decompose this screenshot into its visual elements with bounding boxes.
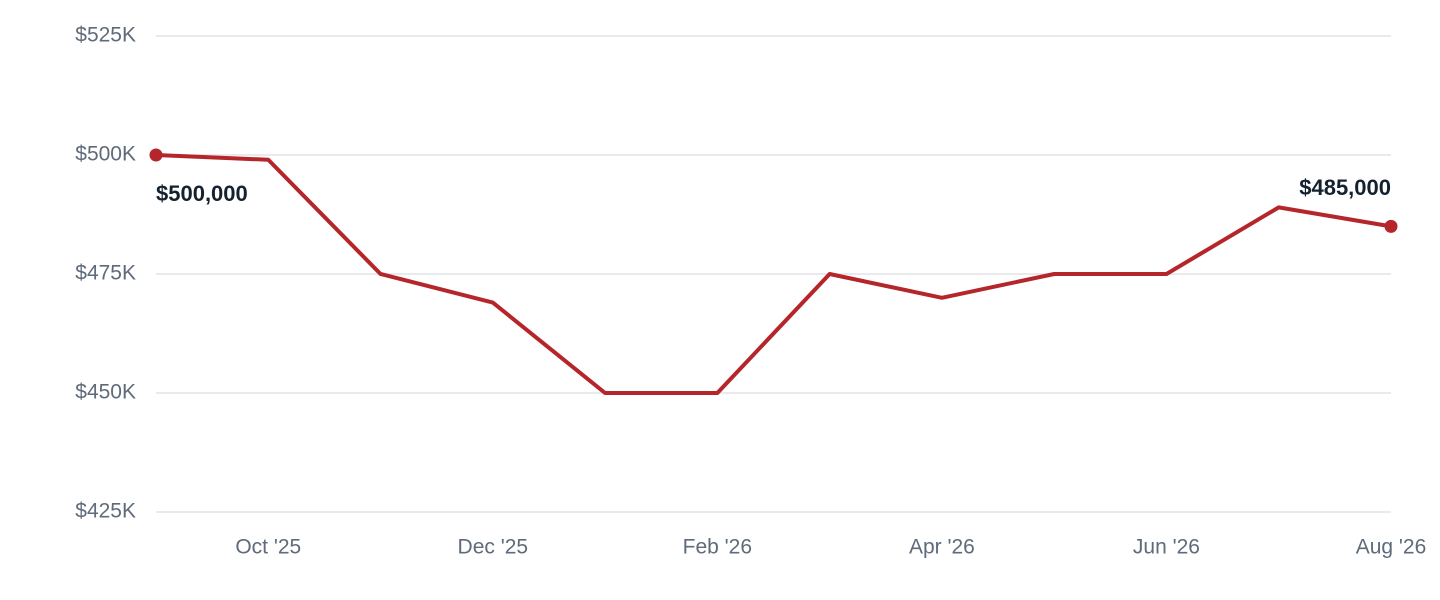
x-tick-label: Feb '26 (683, 536, 752, 559)
x-tick-label: Jun '26 (1133, 536, 1200, 559)
y-tick-label: $475K (75, 262, 136, 285)
line (155, 153, 1392, 395)
y-tick-label: $450K (75, 381, 136, 404)
x-tick-label: Aug '26 (1356, 536, 1427, 559)
data-label: $500,000 (156, 181, 248, 206)
point (1384, 219, 1398, 233)
y-tick-label: $525K (75, 24, 136, 47)
x-tick-label: Oct '25 (235, 536, 301, 559)
x-tick-label: Apr '26 (909, 536, 975, 559)
x-tick-label: Dec '25 (458, 536, 529, 559)
data-label: $485,000 (1299, 175, 1391, 200)
point (149, 148, 163, 162)
y-tick-label: $500K (75, 143, 136, 166)
y-tick-label: $425K (75, 500, 136, 523)
